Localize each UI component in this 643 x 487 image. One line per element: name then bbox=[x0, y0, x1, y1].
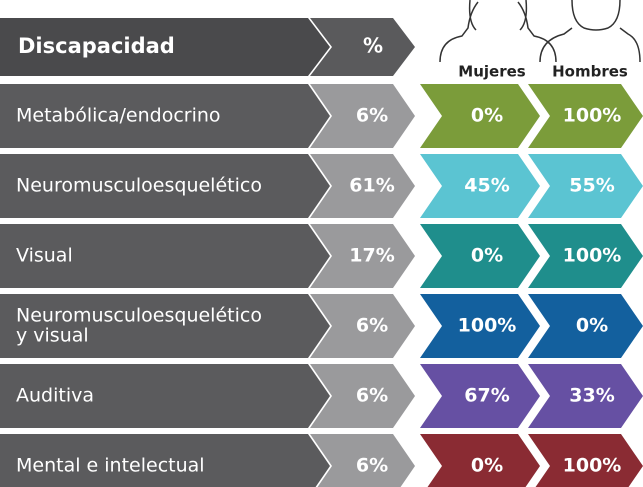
pct-cell bbox=[310, 364, 415, 428]
men-cell bbox=[528, 84, 643, 148]
men-cell bbox=[528, 364, 643, 428]
row-name: y visual bbox=[16, 325, 89, 347]
row-men: 100% bbox=[563, 105, 622, 127]
women-header: Mujeres bbox=[458, 63, 525, 81]
name-cell bbox=[0, 364, 330, 428]
row-name: Neuromusculoesquelético bbox=[16, 175, 262, 197]
women-cell bbox=[420, 154, 540, 218]
header-pct-cell bbox=[310, 18, 415, 76]
name-cell bbox=[0, 434, 330, 487]
header-name-cell bbox=[0, 18, 330, 76]
row-men: 100% bbox=[563, 245, 622, 267]
row-pct: 6% bbox=[356, 105, 388, 127]
row-women: 100% bbox=[458, 315, 517, 337]
pct-cell bbox=[310, 224, 415, 288]
header-pct: % bbox=[363, 34, 383, 58]
pct-cell bbox=[310, 154, 415, 218]
row-name: Auditiva bbox=[16, 385, 94, 407]
row-women: 67% bbox=[464, 385, 509, 407]
name-cell bbox=[0, 84, 330, 148]
row-name: Visual bbox=[16, 245, 73, 267]
name-cell bbox=[0, 294, 330, 358]
row-pct: 17% bbox=[349, 245, 394, 267]
row-women: 45% bbox=[464, 175, 509, 197]
row-women: 0% bbox=[471, 455, 503, 477]
row-name: Mental e intelectual bbox=[16, 455, 205, 477]
row-name: Metabólica/endocrino bbox=[16, 105, 221, 127]
women-cell bbox=[420, 434, 540, 487]
row-pct: 61% bbox=[349, 175, 394, 197]
pct-cell bbox=[310, 434, 415, 487]
header-name: Discapacidad bbox=[18, 34, 175, 58]
row-men: 55% bbox=[569, 175, 614, 197]
women-cell bbox=[420, 364, 540, 428]
women-cell bbox=[420, 224, 540, 288]
men-cell bbox=[528, 294, 643, 358]
men-header: Hombres bbox=[552, 63, 628, 81]
name-cell bbox=[0, 154, 330, 218]
row-name: Neuromusculoesquelético bbox=[16, 305, 262, 327]
men-cell bbox=[528, 434, 643, 487]
row-men: 100% bbox=[563, 455, 622, 477]
women-cell bbox=[420, 84, 540, 148]
pct-cell bbox=[310, 294, 415, 358]
row-women: 0% bbox=[471, 245, 503, 267]
women-cell bbox=[420, 294, 540, 358]
row-men: 0% bbox=[576, 315, 608, 337]
name-cell bbox=[0, 224, 330, 288]
men-cell bbox=[528, 224, 643, 288]
row-men: 33% bbox=[569, 385, 614, 407]
men-cell bbox=[528, 154, 643, 218]
row-pct: 6% bbox=[356, 455, 388, 477]
row-women: 0% bbox=[471, 105, 503, 127]
man-icon bbox=[539, 0, 641, 63]
row-pct: 6% bbox=[356, 315, 388, 337]
woman-icon bbox=[439, 0, 557, 63]
pct-cell bbox=[310, 84, 415, 148]
row-pct: 6% bbox=[356, 385, 388, 407]
